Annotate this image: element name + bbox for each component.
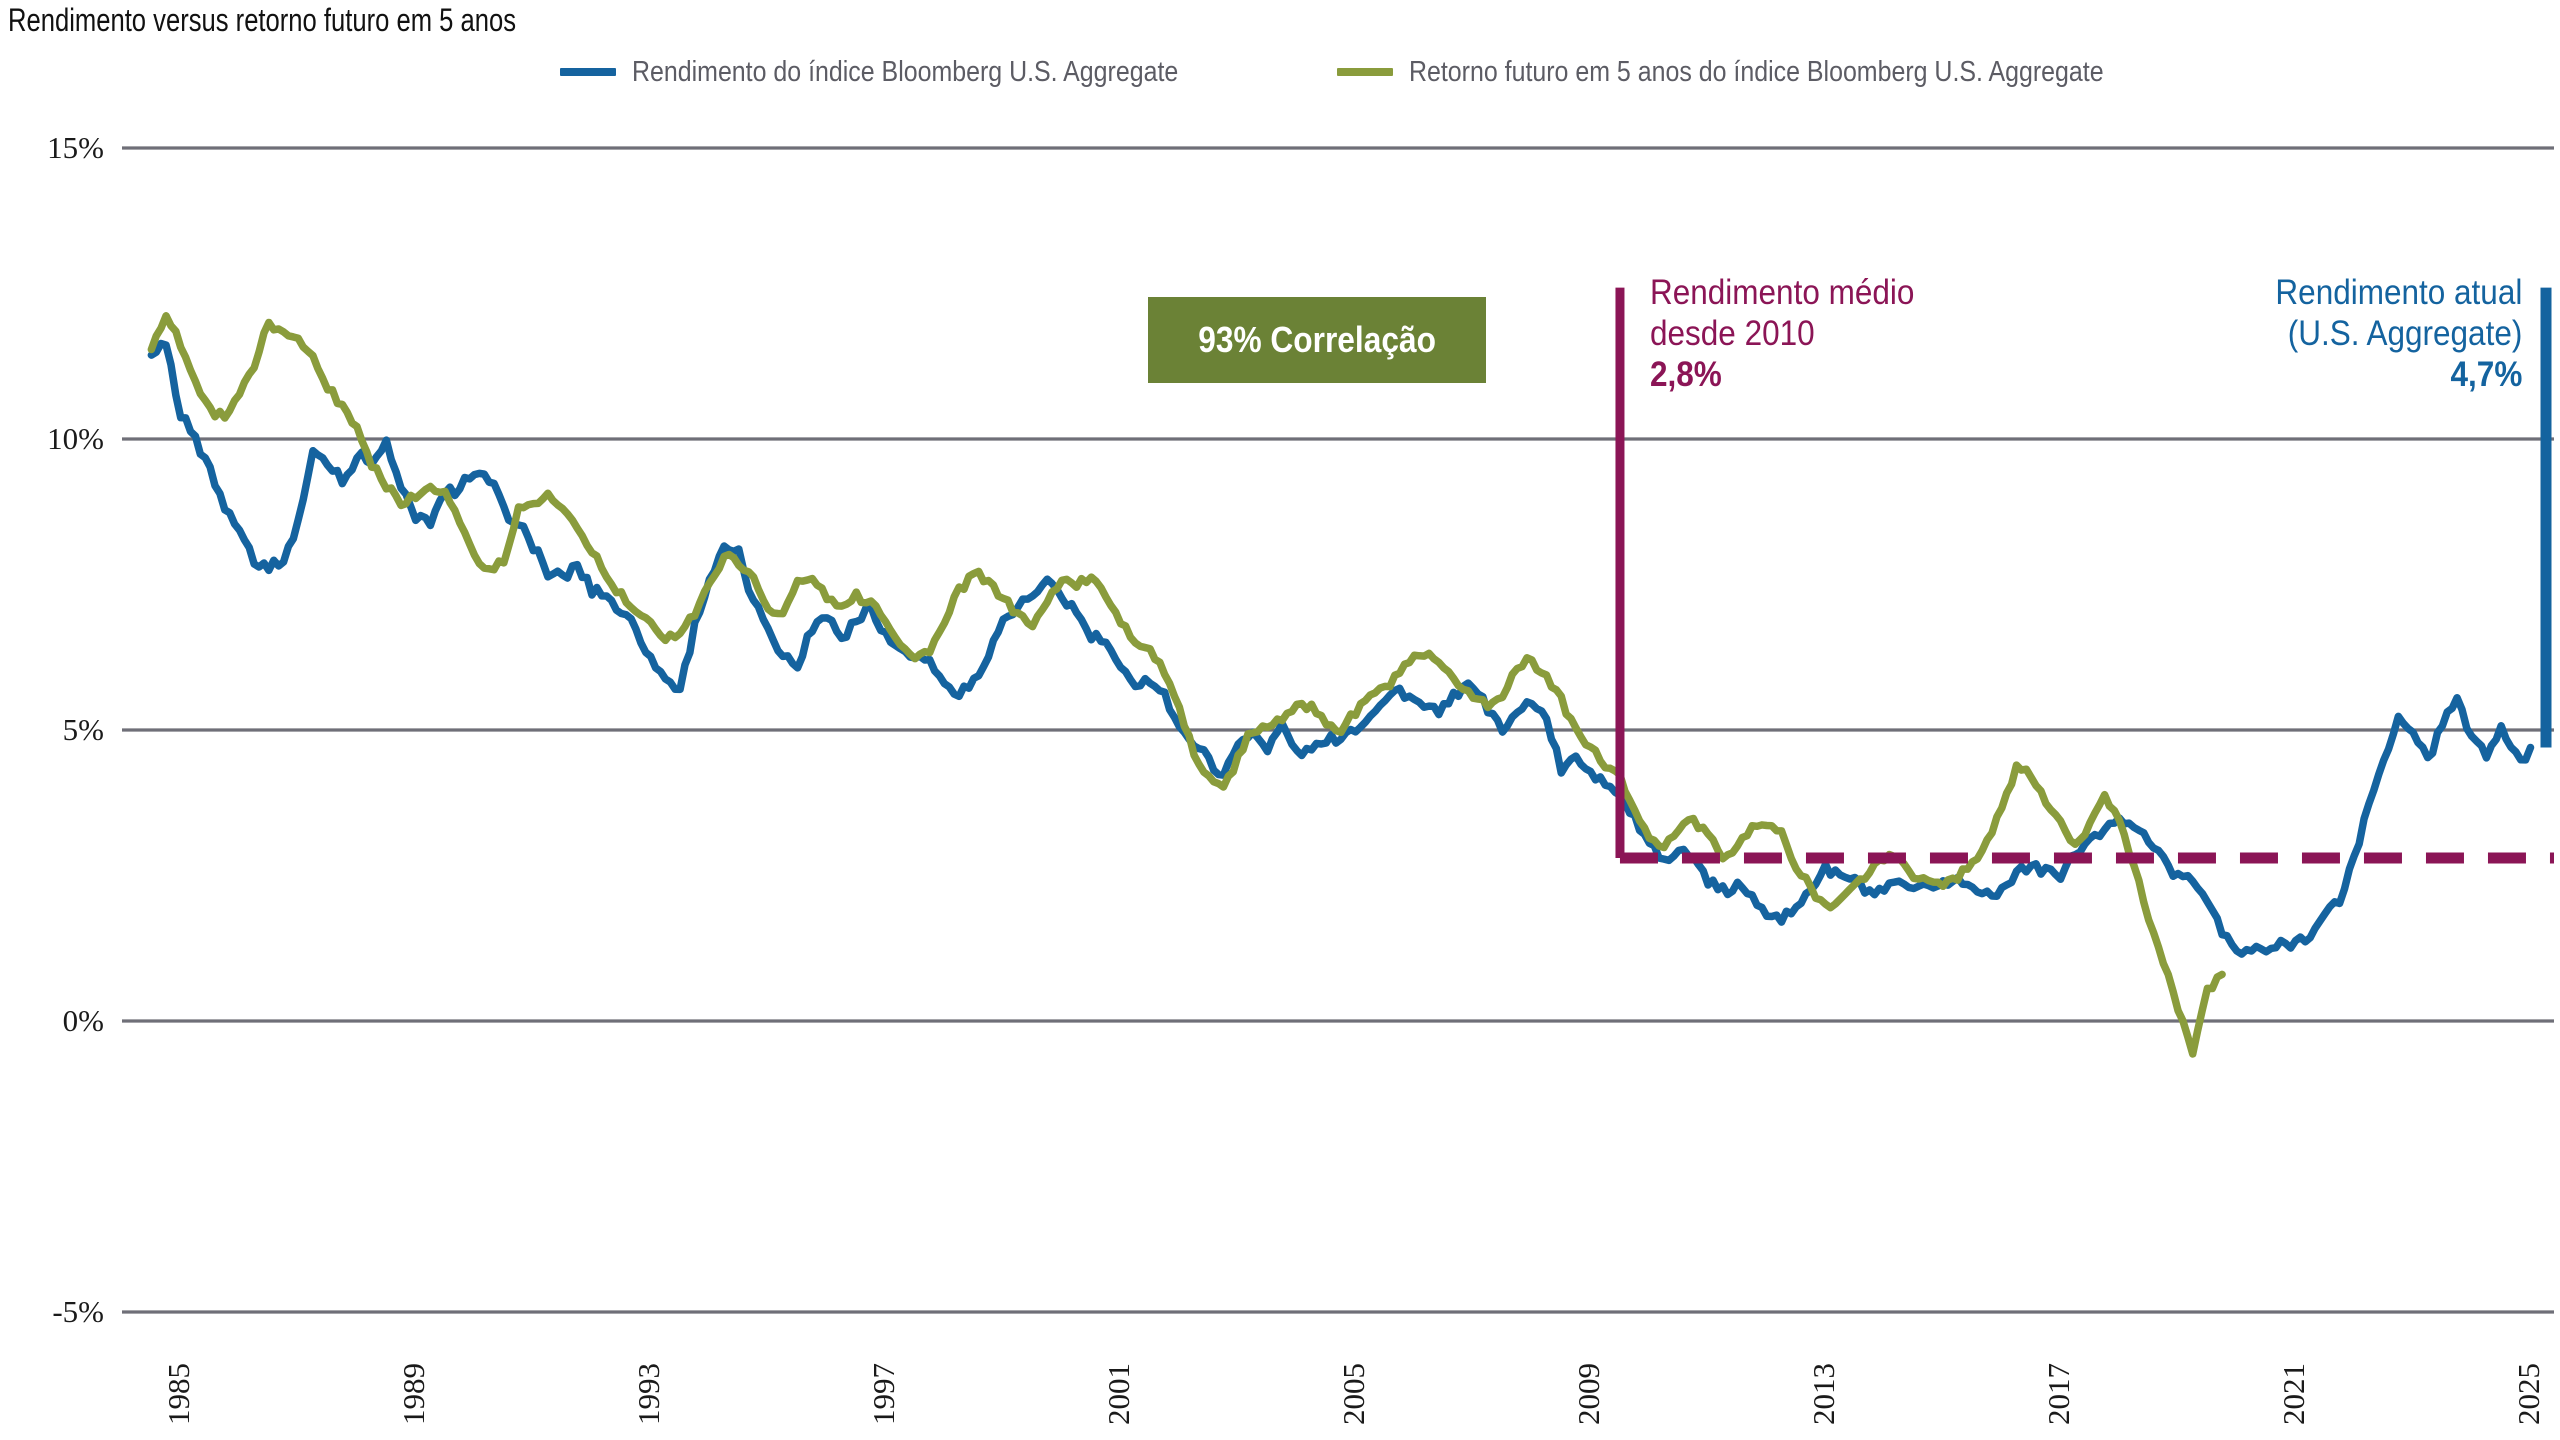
x-tick-label: 1989 (396, 1363, 432, 1425)
x-tick-label: 2009 (1571, 1363, 1607, 1425)
x-tick-label: 2017 (2041, 1363, 2077, 1425)
x-tick-label: 2001 (1101, 1363, 1137, 1425)
correlation-badge-label: 93% Correlação (1198, 319, 1436, 360)
legend-label-forward-return: Retorno futuro em 5 anos do índice Bloom… (1409, 56, 2104, 88)
average-yield-value: 2,8% (1650, 355, 1722, 394)
y-tick-label: 0% (62, 1003, 104, 1038)
average-yield-line1: Rendimento médio (1650, 273, 1915, 312)
line-swatch-icon-forward-return (1337, 68, 1394, 76)
average-yield-line2: desde 2010 (1650, 314, 1815, 353)
y-tick-label: -5% (52, 1294, 104, 1329)
series-line-yield (147, 339, 2535, 958)
average-yield-annotation: Rendimento médio desde 2010 2,8% (1650, 272, 1914, 395)
legend-item-forward-return[interactable]: Retorno futuro em 5 anos do índice Bloom… (1337, 56, 2217, 88)
x-tick-label: 2025 (2511, 1363, 2547, 1425)
legend-item-yield[interactable]: Rendimento do índice Bloomberg U.S. Aggr… (560, 56, 1267, 88)
x-tick-label: 1993 (631, 1363, 667, 1425)
legend-label-yield: Rendimento do índice Bloomberg U.S. Aggr… (632, 56, 1179, 88)
x-tick-label: 1997 (866, 1363, 902, 1425)
line-swatch-icon-yield (560, 68, 616, 76)
page-title: Rendimento versus retorno futuro em 5 an… (8, 2, 516, 38)
y-tick-label: 10% (47, 421, 104, 456)
y-axis: 15% 10% 5% 0% -5% (0, 0, 104, 1440)
x-tick-label: 2005 (1336, 1363, 1372, 1425)
current-yield-annotation: Rendimento atual (U.S. Aggregate) 4,7% (2275, 272, 2522, 395)
current-yield-line2: (U.S. Aggregate) (2287, 314, 2522, 353)
correlation-badge: 93% Correlação (1148, 297, 1487, 383)
x-tick-label: 1985 (161, 1363, 197, 1425)
chart-legend: Rendimento do índice Bloomberg U.S. Aggr… (560, 56, 2217, 88)
x-tick-label: 2013 (1806, 1363, 1842, 1425)
current-yield-value: 4,7% (2450, 355, 2522, 394)
current-yield-line1: Rendimento atual (2275, 273, 2522, 312)
y-tick-label: 5% (62, 712, 104, 747)
x-tick-label: 2021 (2276, 1363, 2312, 1425)
y-tick-label: 15% (47, 130, 104, 165)
